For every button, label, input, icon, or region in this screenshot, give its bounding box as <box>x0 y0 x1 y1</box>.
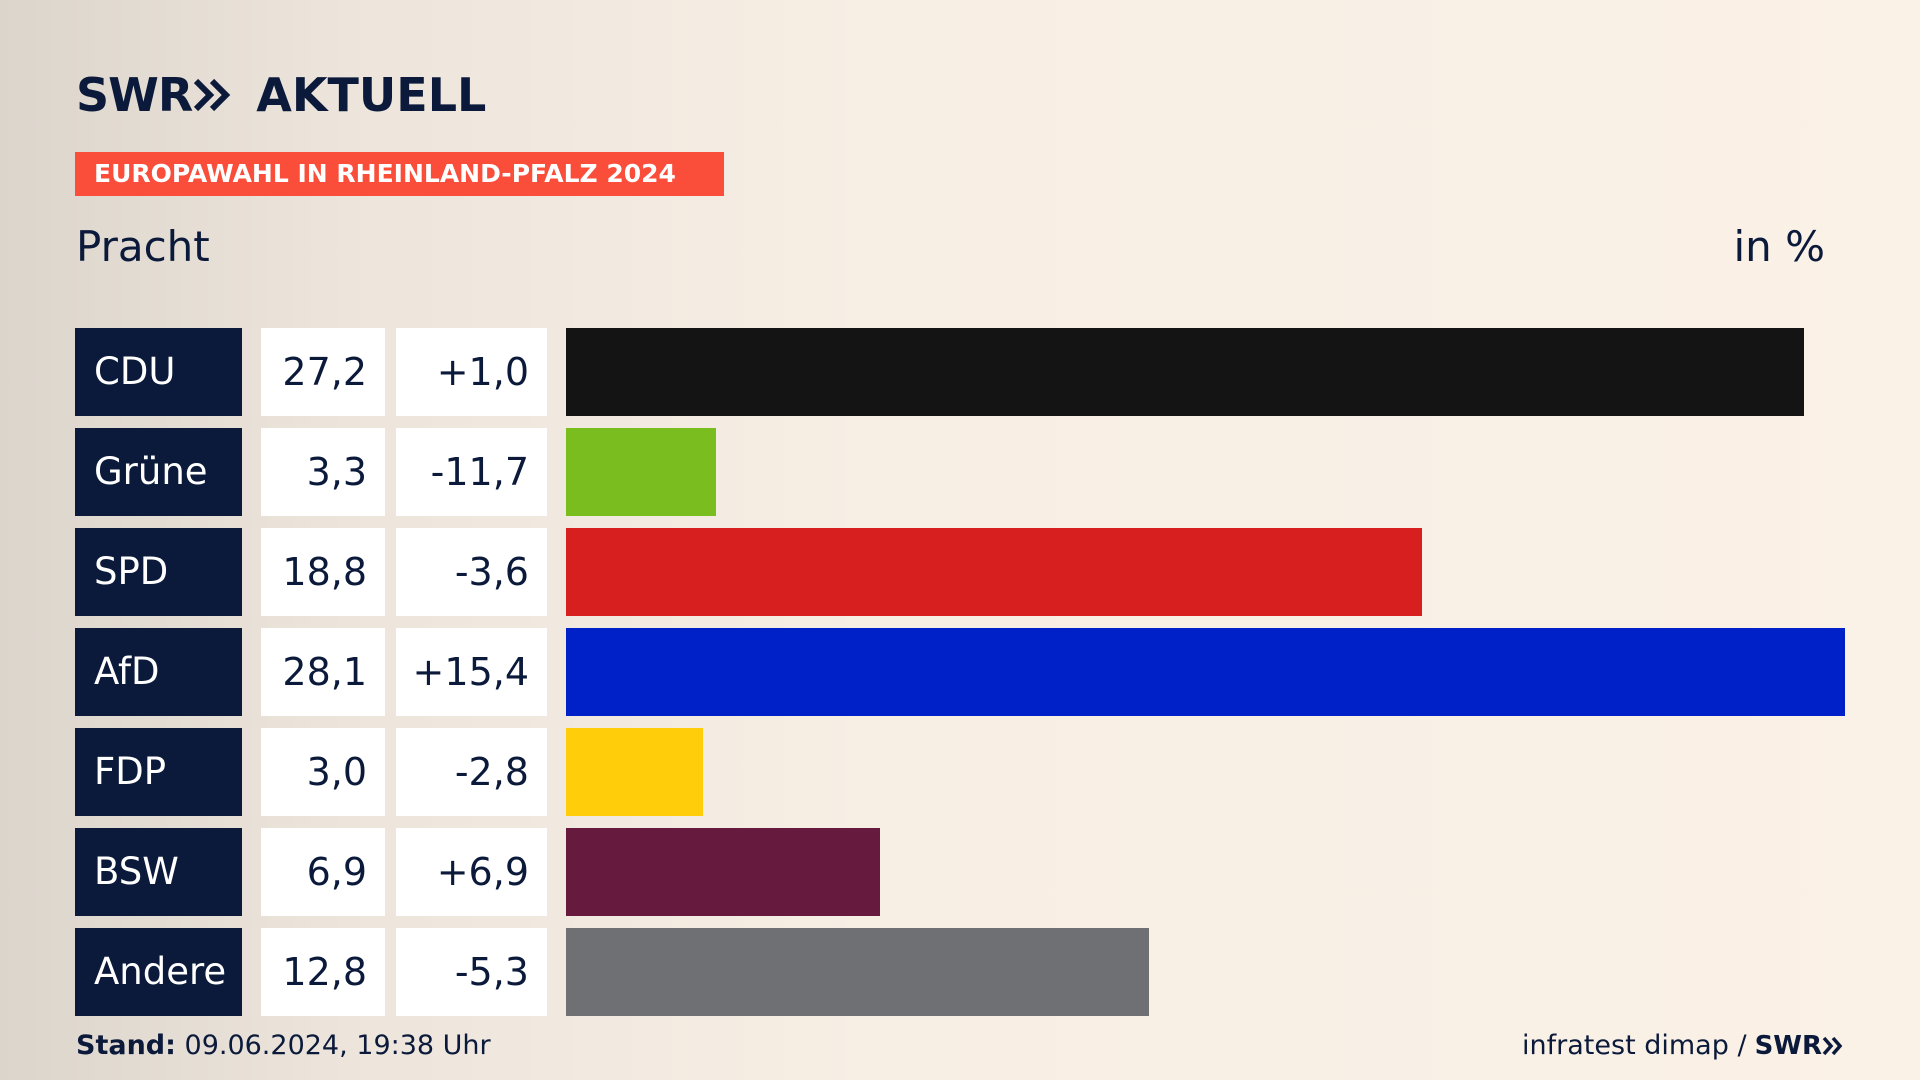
vote-share-label: 18,8 <box>261 528 385 616</box>
logo-swr-text: SWR <box>76 68 193 122</box>
bar-fdp <box>566 728 703 816</box>
party-label: SPD <box>75 528 242 616</box>
bar-spd <box>566 528 1422 616</box>
party-label: Andere <box>75 928 242 1016</box>
swr-aktuell-logo: SWR AKTUELL <box>76 68 486 122</box>
source-text: infratest dimap / <box>1522 1030 1747 1061</box>
source-credit: infratest dimap / SWR <box>1522 1030 1844 1061</box>
footer-swr-logo: SWR <box>1754 1030 1822 1061</box>
vote-share-label: 27,2 <box>261 328 385 416</box>
change-label: -5,3 <box>396 928 547 1016</box>
change-label: -3,6 <box>396 528 547 616</box>
vote-share-label: 3,0 <box>261 728 385 816</box>
party-label: CDU <box>75 328 242 416</box>
party-label: AfD <box>75 628 242 716</box>
change-label: +6,9 <box>396 828 547 916</box>
double-chevron-icon <box>194 78 231 112</box>
vote-share-label: 3,3 <box>261 428 385 516</box>
bar-bsw <box>566 828 881 916</box>
change-label: -2,8 <box>396 728 547 816</box>
timestamp: Stand: 09.06.2024, 19:38 Uhr <box>76 1030 491 1061</box>
change-label: -11,7 <box>396 428 547 516</box>
logo-aktuell-text: AKTUELL <box>256 68 487 122</box>
bar-afd <box>566 628 1845 716</box>
election-title-banner: EUROPAWAHL IN RHEINLAND-PFALZ 2024 <box>75 152 724 196</box>
bar-andere <box>566 928 1149 1016</box>
stand-label: Stand: <box>76 1030 176 1061</box>
change-label: +15,4 <box>396 628 547 716</box>
double-chevron-icon <box>1822 1036 1843 1055</box>
change-label: +1,0 <box>396 328 547 416</box>
party-label: BSW <box>75 828 242 916</box>
bar-cdu <box>566 328 1804 416</box>
party-label: Grüne <box>75 428 242 516</box>
vote-share-label: 28,1 <box>261 628 385 716</box>
vote-share-label: 12,8 <box>261 928 385 1016</box>
region-title: Pracht <box>76 222 210 271</box>
stand-value: 09.06.2024, 19:38 Uhr <box>184 1030 491 1061</box>
bar-grne <box>566 428 717 516</box>
vote-share-label: 6,9 <box>261 828 385 916</box>
unit-label: in % <box>1733 222 1825 271</box>
party-label: FDP <box>75 728 242 816</box>
